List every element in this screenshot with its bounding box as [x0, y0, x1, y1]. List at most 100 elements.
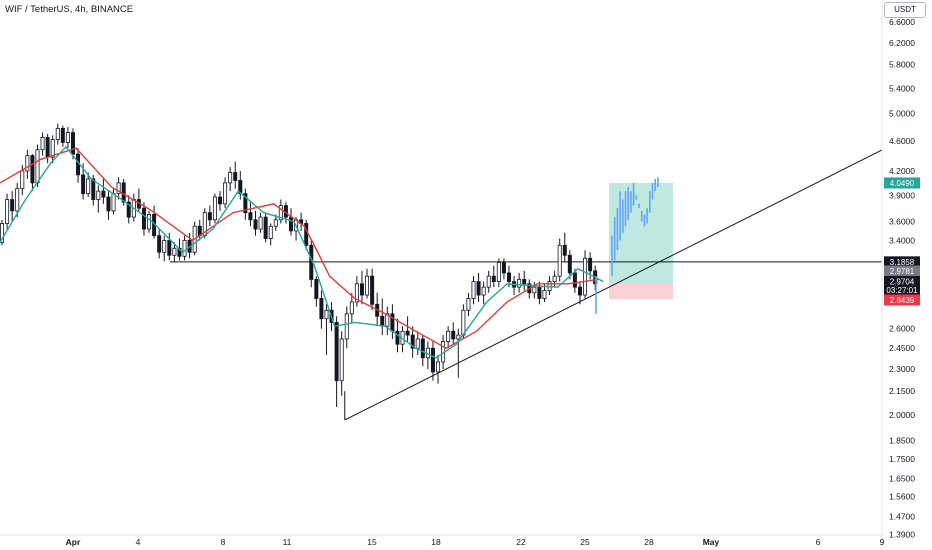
x-tick-label: 4 — [136, 537, 141, 547]
candle-body — [172, 247, 177, 256]
candle-body — [395, 330, 400, 345]
candle-body — [486, 275, 491, 288]
candle-body — [451, 330, 456, 340]
candle-body — [233, 172, 238, 181]
entry-price-label-bg — [884, 265, 920, 277]
candle-body — [334, 322, 339, 382]
chart-title: WIF / TetherUS, 4h, BINANCE — [5, 4, 134, 15]
candle-body — [207, 212, 212, 221]
candle-body — [588, 257, 593, 272]
position-zones — [609, 182, 673, 300]
candle-body — [517, 279, 522, 288]
moving-averages — [0, 145, 604, 359]
candle-body — [552, 275, 557, 283]
trendline — [344, 149, 883, 421]
candle-body — [111, 193, 116, 212]
y-tick-label: 1.8500 — [889, 436, 915, 446]
candle-body — [96, 190, 101, 200]
candle-body — [258, 216, 263, 230]
y-tick-label: 4.2000 — [889, 166, 915, 176]
candle-body — [116, 182, 121, 195]
candle-body — [86, 178, 91, 195]
x-tick-label: 9 — [880, 537, 885, 547]
candle-body — [5, 199, 10, 224]
candle-body — [319, 298, 324, 320]
candle-body — [40, 137, 45, 151]
candle-body — [223, 182, 228, 205]
candle-body — [430, 347, 435, 373]
x-tick-label: 8 — [221, 537, 226, 547]
candle-body — [501, 262, 506, 274]
currency-button[interactable]: USDT — [884, 2, 926, 18]
candle-body — [147, 214, 152, 230]
x-tick-label: Apr — [66, 537, 81, 547]
x-tick-label: 25 — [580, 537, 590, 547]
candle-body — [496, 262, 501, 283]
target-zone — [609, 182, 673, 285]
candle-body — [70, 132, 75, 155]
target-price-label: 4.0490 — [890, 179, 915, 188]
y-tick-label: 5.8000 — [889, 60, 915, 70]
y-tick-label: 3.9000 — [889, 190, 915, 200]
y-tick-label: 6.6000 — [889, 17, 915, 27]
candle-body — [436, 361, 441, 373]
x-tick-label: 11 — [283, 537, 292, 547]
candle-body — [349, 301, 354, 315]
y-tick-label: 2.0000 — [889, 410, 915, 420]
candle-body — [354, 283, 359, 303]
candle-body — [344, 313, 349, 340]
stop-price-label: 2.8439 — [890, 296, 915, 305]
countdown-label: 03:27:01 — [886, 286, 918, 295]
candle-body — [60, 127, 65, 143]
candle-body — [268, 225, 273, 239]
target-price-label-bg — [884, 177, 920, 189]
candle-body — [380, 315, 385, 327]
candle-body — [339, 338, 344, 382]
x-tick-label: 6 — [816, 537, 821, 547]
candles-group — [0, 123, 598, 407]
candle-body — [506, 272, 511, 283]
drawing-lines — [170, 149, 883, 421]
candle-body — [446, 330, 451, 342]
candle-body — [365, 275, 370, 296]
candle-body — [10, 199, 15, 212]
candle-body — [324, 309, 329, 320]
x-tick-label: 28 — [644, 537, 654, 547]
candle-body — [243, 193, 248, 214]
candle-body — [182, 240, 187, 257]
candle-body — [415, 338, 420, 349]
candle-body — [81, 174, 86, 195]
candle-body — [141, 207, 146, 230]
x-tick-label: 22 — [516, 537, 526, 547]
candle-body — [248, 212, 253, 221]
y-tick-label: 1.7500 — [889, 454, 915, 464]
candle-body — [461, 309, 466, 336]
y-tick-label: 3.4000 — [889, 235, 915, 245]
y-tick-label: 5.4000 — [889, 83, 915, 93]
candle-body — [476, 281, 481, 296]
candle-body — [370, 275, 375, 305]
candle-body — [121, 182, 126, 203]
candle-body — [212, 196, 217, 221]
last-price-bg — [884, 276, 920, 295]
candle-body — [25, 155, 30, 172]
y-tick-label: 2.1500 — [889, 386, 915, 396]
y-tick-label: 5.0000 — [889, 109, 915, 119]
y-tick-label: 2.4500 — [889, 343, 915, 353]
candle-body — [542, 290, 547, 299]
candle-body — [471, 281, 476, 299]
candle-body — [481, 286, 486, 296]
y-tick-label: 1.6500 — [889, 473, 915, 483]
candle-body — [91, 178, 96, 200]
candle-body — [522, 279, 527, 285]
y-tick-label: 2.6000 — [889, 324, 915, 334]
candle-body — [126, 201, 131, 218]
candle-body — [45, 137, 50, 158]
y-tick-label: 1.3900 — [889, 530, 915, 540]
slow-moving-average — [0, 147, 599, 350]
entry-price-label: 2.9781 — [890, 267, 915, 276]
candle-body — [50, 139, 55, 158]
candle-body — [228, 172, 233, 184]
